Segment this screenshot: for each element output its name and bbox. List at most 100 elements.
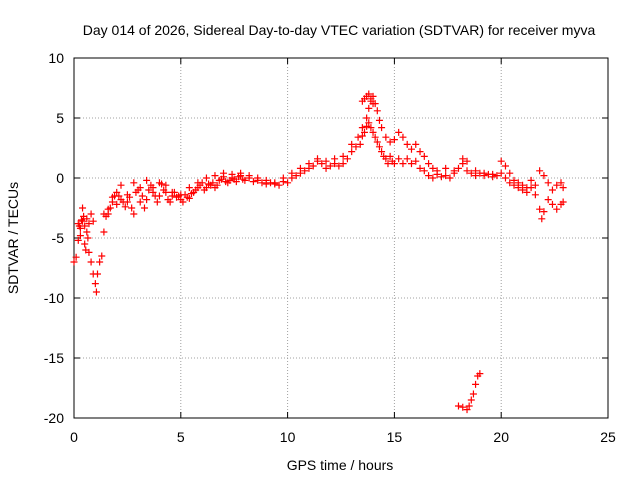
data-point: [365, 119, 373, 127]
data-point: [309, 162, 317, 170]
data-point: [559, 198, 567, 206]
data-point: [429, 164, 437, 172]
data-point: [91, 280, 99, 288]
data-point: [467, 169, 475, 177]
data-point: [70, 258, 78, 266]
data-point: [79, 204, 87, 212]
data-point: [527, 176, 535, 184]
data-point: [79, 217, 87, 225]
data-point: [138, 192, 146, 200]
data-point: [83, 228, 91, 236]
data-point: [185, 184, 193, 192]
data-point: [322, 157, 330, 165]
data-point: [241, 176, 249, 184]
y-tick-label: -15: [44, 350, 64, 366]
data-point: [425, 160, 433, 168]
data-point: [416, 164, 424, 172]
data-point: [384, 160, 392, 168]
data-point: [501, 174, 509, 182]
data-point: [386, 152, 394, 160]
data-point: [77, 216, 85, 224]
data-point: [472, 380, 480, 388]
data-point: [363, 122, 371, 130]
data-point: [540, 172, 548, 180]
data-point: [544, 179, 552, 187]
data-point: [130, 179, 138, 187]
data-point: [245, 172, 253, 180]
data-point: [454, 164, 462, 172]
data-point: [553, 205, 561, 213]
y-tick-label: 10: [48, 50, 64, 66]
data-point: [433, 167, 441, 175]
data-point: [314, 155, 322, 163]
data-point: [115, 192, 123, 200]
data-point: [155, 179, 163, 187]
x-tick-label: 25: [600, 429, 616, 445]
data-point: [140, 204, 148, 212]
data-point: [339, 152, 347, 160]
data-point: [177, 191, 185, 199]
x-tick-label: 10: [280, 429, 296, 445]
data-point: [480, 169, 488, 177]
data-point: [559, 184, 567, 192]
y-tick-label: 0: [56, 170, 64, 186]
data-point: [202, 184, 210, 192]
data-point: [98, 252, 106, 260]
data-point: [128, 204, 136, 212]
series-track-upper: [74, 92, 567, 232]
data-point: [123, 191, 131, 199]
data-point: [497, 157, 505, 165]
data-point: [149, 184, 157, 192]
data-point: [92, 288, 100, 296]
data-point: [254, 174, 262, 182]
data-point: [74, 236, 82, 244]
data-point: [373, 107, 381, 115]
data-point: [531, 181, 539, 189]
data-point: [407, 160, 415, 168]
data-point: [454, 402, 462, 410]
data-point: [493, 172, 501, 180]
data-point: [371, 133, 379, 141]
data-point: [220, 169, 228, 177]
data-point: [450, 167, 458, 175]
data-point: [501, 162, 509, 170]
data-point: [335, 162, 343, 170]
data-point: [305, 160, 313, 168]
data-point: [369, 100, 377, 108]
data-point: [271, 179, 279, 187]
data-point: [548, 200, 556, 208]
data-point: [416, 148, 424, 156]
data-point: [523, 184, 531, 192]
data-point: [352, 143, 360, 151]
data-point: [506, 179, 514, 187]
data-point: [442, 172, 450, 180]
data-point: [463, 167, 471, 175]
data-point: [194, 179, 202, 187]
data-point: [465, 402, 473, 410]
data-point: [378, 148, 386, 156]
data-point: [153, 198, 161, 206]
data-point: [356, 140, 364, 148]
chart-title: Day 014 of 2026, Sidereal Day-to-day VTE…: [83, 22, 596, 38]
data-point: [467, 396, 475, 404]
data-point: [420, 152, 428, 160]
data-point: [472, 167, 480, 175]
x-tick-label: 20: [493, 429, 509, 445]
data-point: [358, 132, 366, 140]
data-point: [536, 167, 544, 175]
data-point: [476, 370, 484, 378]
data-point: [557, 179, 565, 187]
data-point: [76, 232, 84, 240]
data-point: [301, 167, 309, 175]
data-point: [354, 133, 362, 141]
data-point: [395, 155, 403, 163]
data-point: [531, 191, 539, 199]
x-tick-labels: 0 5 10 15 20 25: [70, 429, 616, 445]
data-point: [363, 114, 371, 122]
data-point: [168, 188, 176, 196]
data-point: [89, 217, 97, 225]
data-point: [540, 208, 548, 216]
data-point: [446, 174, 454, 182]
data-point: [121, 203, 129, 211]
